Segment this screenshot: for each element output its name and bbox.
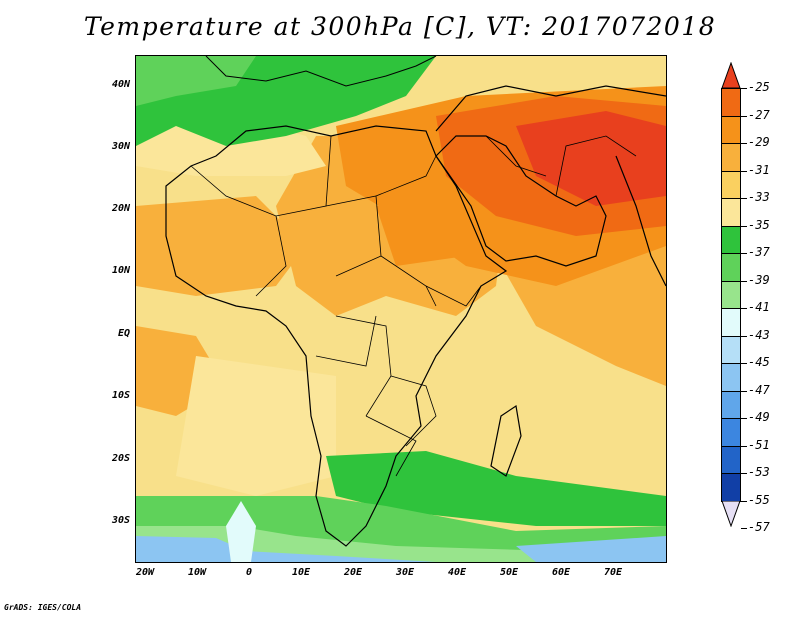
map-title: Temperature at 300hPa [C], VT: 201707201… xyxy=(83,12,717,41)
colorbar-swatch xyxy=(721,225,741,254)
lon-label-10w: 10W xyxy=(187,567,207,578)
colorbar-arrow-bottom xyxy=(721,500,741,527)
europe-coastline xyxy=(205,56,437,87)
colorbar-arrow-top xyxy=(721,62,741,88)
temperature-zone-warm xyxy=(136,196,306,296)
temperature-zone-hot xyxy=(376,196,466,266)
colorbar-tick xyxy=(741,225,747,227)
lon-label-60e: 60E xyxy=(551,567,571,578)
colorbar-label: -35 xyxy=(748,217,770,232)
lat-label-30n: 30N xyxy=(111,141,130,152)
colorbar-swatch xyxy=(721,253,741,282)
colorbar-tick xyxy=(741,473,747,474)
lon-label-10e: 10E xyxy=(291,567,311,578)
lon-label-20e: 20E xyxy=(343,567,363,578)
colorbar-swatch xyxy=(721,445,741,474)
colorbar-label: -43 xyxy=(748,327,770,342)
colorbar-label: -41 xyxy=(748,300,770,314)
lon-label-50e: 50E xyxy=(499,567,519,578)
colorbar-swatch xyxy=(721,143,741,172)
lat-label-eq: EQ xyxy=(117,328,130,339)
lat-label-30s: 30S xyxy=(111,515,130,526)
colorbar-label: -39 xyxy=(748,272,770,287)
colorbar-swatch xyxy=(721,198,741,227)
colorbar-label: -57 xyxy=(748,520,770,534)
asia-coastline xyxy=(435,85,666,132)
temperature-zone-hottest xyxy=(516,111,666,206)
colorbar-label: -53 xyxy=(748,465,770,479)
map-canvas xyxy=(136,56,666,562)
colorbar-label: -29 xyxy=(748,135,770,149)
colorbar-tick xyxy=(741,445,747,447)
lon-label-0: 0 xyxy=(245,567,253,578)
madagascar-coastline xyxy=(490,404,522,477)
lon-label-30e: 30E xyxy=(395,567,415,578)
lon-label-40e: 40E xyxy=(447,567,467,578)
temperature-zone-cool xyxy=(136,56,256,106)
lat-label-10s: 10S xyxy=(111,390,130,401)
colorbar-tick xyxy=(741,390,747,392)
colorbar-label: -37 xyxy=(748,245,770,259)
colorbar-tick xyxy=(741,335,747,337)
colorbar-tick xyxy=(741,363,747,364)
colorbar-label: -25 xyxy=(748,80,770,94)
colorbar-label: -49 xyxy=(748,410,770,424)
colorbar-swatch xyxy=(721,418,741,447)
colorbar-tick xyxy=(741,528,747,529)
colorbar-swatch xyxy=(721,363,741,392)
colorbar-label: -33 xyxy=(748,190,770,204)
colorbar-tick xyxy=(741,418,747,419)
temperature-zone-cool xyxy=(326,451,666,526)
temperature-zone-mild xyxy=(176,356,336,496)
colorbar-swatch xyxy=(721,280,741,309)
temperature-map xyxy=(135,55,667,563)
country-borders xyxy=(190,135,637,477)
colorbar-tick xyxy=(741,253,747,254)
colorbar-label: -51 xyxy=(748,437,770,452)
credit-footer: GrADS: IGES/COLA xyxy=(4,603,82,612)
colorbar-tick xyxy=(741,198,747,199)
colorbar-swatch xyxy=(721,88,741,117)
colorbar-tick xyxy=(741,88,747,89)
colorbar-swatch xyxy=(721,335,741,364)
africa-coastline xyxy=(165,125,508,547)
colorbar-tick xyxy=(741,280,747,282)
colorbar-tick xyxy=(741,143,747,144)
lat-label-20s: 20S xyxy=(111,453,130,464)
arabian-peninsula-coastline xyxy=(435,135,607,267)
colorbar-label: -55 xyxy=(748,492,770,507)
temperature-zone-cold xyxy=(136,536,436,562)
lat-label-10n: 10N xyxy=(111,265,130,276)
temperature-zone-coldest xyxy=(226,501,256,562)
colorbar-label: -45 xyxy=(748,355,770,369)
lat-label-40n: 40N xyxy=(111,79,130,90)
colorbar-tick xyxy=(741,170,747,172)
colorbar-tick xyxy=(741,115,747,117)
colorbar-tick xyxy=(741,500,747,502)
colorbar-label: -31 xyxy=(748,162,770,177)
lat-label-20n: 20N xyxy=(111,203,130,214)
colorbar-swatch xyxy=(721,473,741,502)
temperature-zone-cold xyxy=(516,536,666,562)
colorbar-label: -27 xyxy=(748,107,770,122)
colorbar-swatch xyxy=(721,115,741,144)
colorbar-swatch xyxy=(721,308,741,337)
lon-label-20w: 20W xyxy=(135,567,155,578)
india-coastline xyxy=(615,155,666,287)
colorbar-tick xyxy=(741,308,747,309)
colorbar-swatch xyxy=(721,390,741,419)
colorbar-label: -47 xyxy=(748,382,770,397)
lon-label-70e: 70E xyxy=(603,567,623,578)
colorbar-swatch xyxy=(721,170,741,199)
